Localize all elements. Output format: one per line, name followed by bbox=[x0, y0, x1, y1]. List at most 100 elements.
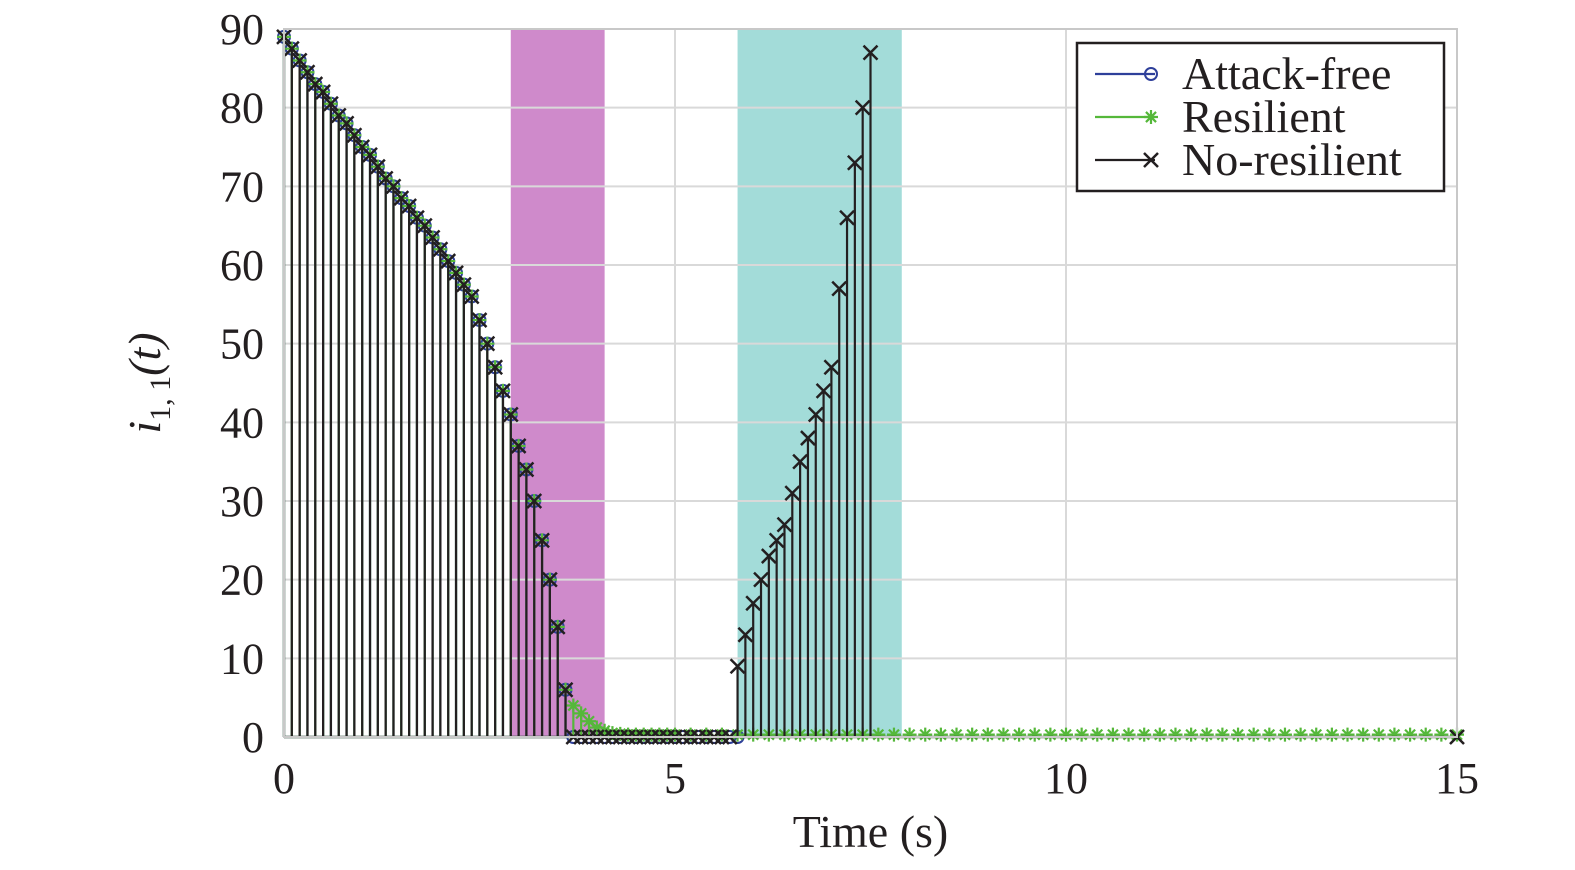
data-point bbox=[1418, 727, 1433, 742]
data-point bbox=[597, 723, 612, 738]
data-point bbox=[1293, 727, 1308, 742]
data-point bbox=[1309, 727, 1324, 742]
data-point bbox=[784, 485, 801, 502]
data-point bbox=[1184, 727, 1199, 742]
data-point bbox=[823, 359, 840, 376]
data-point bbox=[534, 532, 550, 549]
y-tick-label: 30 bbox=[220, 477, 264, 526]
data-point bbox=[502, 406, 519, 423]
data-point bbox=[1059, 727, 1073, 742]
data-point bbox=[871, 727, 886, 742]
shaded-regions bbox=[510, 29, 902, 737]
data-point bbox=[549, 618, 566, 635]
legend-entry: Resilient bbox=[1095, 91, 1346, 142]
data-point bbox=[1143, 152, 1159, 168]
data-point bbox=[1246, 727, 1261, 742]
data-point bbox=[1168, 727, 1183, 742]
series-layer bbox=[276, 28, 1465, 745]
y-tick-label: 20 bbox=[220, 556, 264, 605]
y-tick-label: 50 bbox=[220, 320, 264, 369]
data-point bbox=[1340, 727, 1355, 742]
y-axis-title-base: i bbox=[119, 421, 170, 434]
data-point bbox=[737, 626, 754, 643]
y-axis-title-subscript: 1, 1 bbox=[144, 376, 177, 421]
data-point bbox=[1074, 727, 1089, 742]
data-point bbox=[886, 727, 901, 742]
data-point bbox=[1324, 727, 1339, 742]
y-axis-title: i1, 1(t) bbox=[119, 332, 177, 433]
data-point bbox=[487, 359, 504, 376]
y-tick-label: 80 bbox=[220, 84, 264, 133]
data-point bbox=[854, 99, 871, 116]
data-point bbox=[362, 146, 378, 163]
data-point bbox=[557, 681, 574, 698]
data-point bbox=[416, 217, 433, 234]
data-point bbox=[574, 706, 589, 721]
data-point bbox=[1277, 727, 1292, 742]
data-point bbox=[644, 727, 659, 742]
data-point bbox=[1137, 727, 1152, 742]
data-point bbox=[668, 727, 682, 742]
data-point bbox=[518, 461, 535, 478]
data-point bbox=[949, 727, 964, 742]
y-tick-label: 40 bbox=[220, 398, 264, 447]
data-point bbox=[699, 727, 714, 742]
data-point bbox=[613, 726, 628, 741]
x-tick-label: 0 bbox=[273, 754, 295, 803]
data-point bbox=[369, 158, 386, 175]
y-tick-label: 0 bbox=[242, 713, 264, 762]
data-point bbox=[846, 154, 863, 171]
data-point bbox=[621, 727, 636, 742]
data-point bbox=[605, 726, 620, 741]
data-point bbox=[1387, 727, 1402, 742]
data-point bbox=[1121, 727, 1136, 742]
data-point bbox=[768, 532, 785, 549]
x-tick-label: 5 bbox=[664, 754, 686, 803]
data-point bbox=[1371, 727, 1386, 742]
y-tick-label: 90 bbox=[220, 5, 264, 54]
data-point bbox=[660, 727, 675, 742]
data-point bbox=[1262, 727, 1277, 742]
data-point bbox=[792, 453, 809, 470]
data-point bbox=[1231, 727, 1246, 742]
data-point bbox=[980, 727, 995, 742]
data-point bbox=[479, 335, 496, 352]
legend-entry: Attack-free bbox=[1095, 48, 1391, 99]
data-point bbox=[1434, 727, 1449, 742]
data-point bbox=[1043, 727, 1058, 742]
data-point bbox=[1105, 727, 1120, 742]
data-point bbox=[283, 40, 300, 57]
data-point bbox=[729, 658, 746, 675]
y-tick-label: 60 bbox=[220, 241, 264, 290]
data-point bbox=[471, 312, 488, 328]
data-point bbox=[862, 44, 879, 61]
data-point bbox=[760, 548, 777, 564]
data-point bbox=[510, 438, 527, 454]
legend-label: Resilient bbox=[1182, 91, 1346, 142]
x-axis-title: Time (s) bbox=[793, 806, 949, 857]
data-point bbox=[1403, 727, 1418, 742]
data-point bbox=[745, 595, 762, 612]
data-point bbox=[299, 64, 316, 81]
data-point bbox=[315, 84, 331, 100]
plot-frame bbox=[283, 28, 1458, 738]
data-point bbox=[807, 406, 824, 423]
y-tick-label: 70 bbox=[220, 162, 264, 211]
data-point bbox=[323, 95, 339, 112]
data-point bbox=[566, 698, 581, 713]
data-point bbox=[800, 430, 816, 446]
data-point bbox=[753, 571, 769, 588]
data-point bbox=[346, 127, 363, 144]
data-point bbox=[1356, 727, 1371, 742]
data-point bbox=[424, 229, 441, 246]
data-point bbox=[1027, 727, 1042, 742]
data-point bbox=[526, 493, 543, 509]
shaded-region bbox=[737, 29, 902, 737]
data-point bbox=[628, 727, 643, 742]
data-point bbox=[455, 276, 472, 293]
tick-labels: 0 5 10 15 0 10 20 30 40 50 60 70 80 90 bbox=[220, 5, 1479, 803]
data-point bbox=[338, 115, 355, 132]
